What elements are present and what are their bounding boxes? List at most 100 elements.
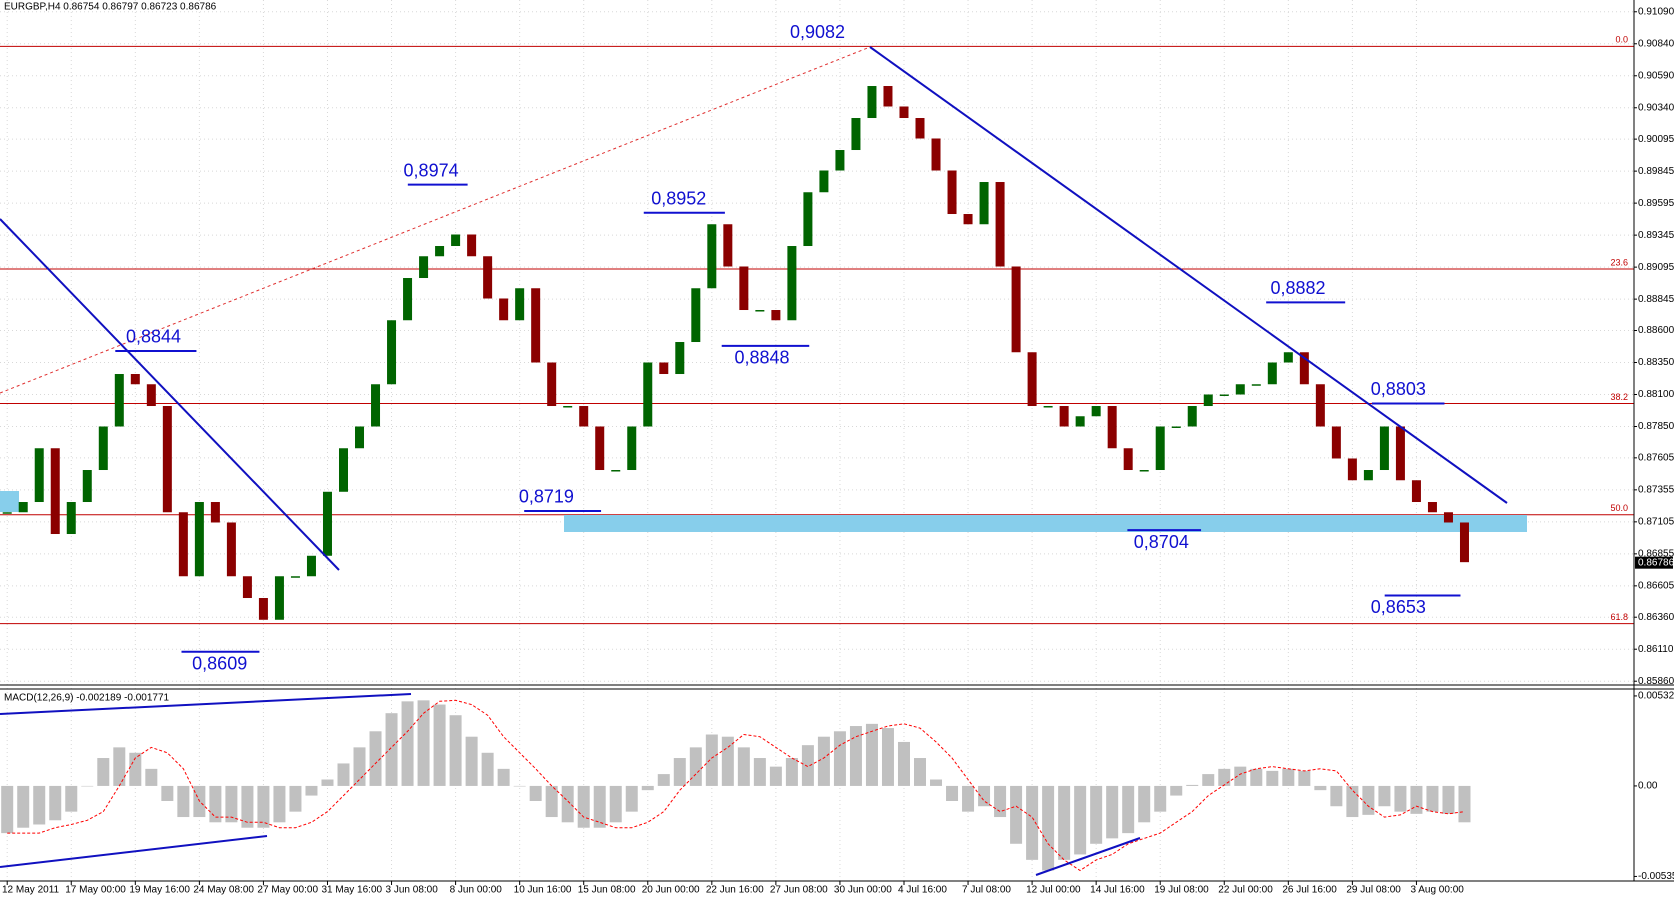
- chart-title: EURGBP,H4 0.86754 0.86797 0.86723 0.8678…: [4, 2, 217, 13]
- price-label: 0,8844: [126, 327, 181, 347]
- candle: [1203, 394, 1213, 407]
- macd-bar: [785, 758, 798, 786]
- candle: [723, 224, 733, 267]
- macd-bar: [97, 758, 110, 786]
- macd-bar: [369, 731, 382, 786]
- macd-bar: [1394, 785, 1407, 812]
- macd-bar: [1250, 768, 1263, 786]
- x-tick-label: 3 Aug 00:00: [1410, 885, 1464, 896]
- candle: [210, 502, 220, 523]
- candle: [194, 502, 204, 577]
- candle: [1027, 352, 1037, 407]
- x-tick-label: 27 Jun 08:00: [770, 885, 828, 896]
- candle: [915, 118, 925, 139]
- candle: [691, 288, 701, 343]
- candle: [114, 374, 124, 427]
- candle: [1427, 502, 1437, 513]
- x-tick-label: 22 Jul 00:00: [1218, 885, 1273, 896]
- macd-bar: [225, 785, 238, 823]
- macd-bar: [1202, 774, 1215, 786]
- y-tick-label: 0.89845: [1638, 166, 1674, 177]
- macd-bar: [209, 785, 222, 823]
- candle: [883, 86, 893, 107]
- candle: [1107, 406, 1117, 449]
- candle: [322, 491, 332, 556]
- candle: [1187, 406, 1197, 427]
- macd-bar: [449, 715, 462, 786]
- candle: [835, 150, 845, 171]
- macd-bar: [257, 785, 270, 828]
- candle: [611, 470, 621, 472]
- macd-bar: [1218, 768, 1231, 786]
- x-tick-label: 24 May 08:00: [193, 885, 254, 896]
- price-label: 0,8882: [1270, 278, 1325, 298]
- macd-bar: [113, 747, 126, 786]
- macd-bar: [561, 785, 574, 823]
- y-tick-label: 0.85860: [1638, 676, 1674, 687]
- macd-bar: [65, 785, 78, 812]
- y-tick-label: 0.90590: [1638, 70, 1674, 81]
- candle: [1315, 384, 1325, 427]
- y-tick-label: 0.88600: [1638, 325, 1674, 336]
- candle: [931, 138, 941, 171]
- candle: [290, 576, 300, 578]
- y-tick-label: 0.87105: [1638, 516, 1674, 527]
- macd-bar: [289, 785, 302, 812]
- y-tick-label: 0.00532: [1638, 691, 1674, 702]
- price-label: 0,8653: [1371, 597, 1426, 617]
- macd-bar: [897, 741, 910, 786]
- macd-bar: [769, 766, 782, 786]
- x-tick-label: 31 May 16:00: [321, 885, 382, 896]
- macd-bar: [689, 747, 702, 786]
- candle: [274, 576, 284, 620]
- macd-bar: [1170, 785, 1183, 796]
- candle: [1267, 362, 1277, 385]
- candle: [467, 234, 477, 257]
- y-tick-label: 0.89595: [1638, 198, 1674, 209]
- candle: [819, 170, 829, 193]
- candle: [483, 256, 493, 299]
- macd-bar: [946, 785, 959, 801]
- macd-bar: [337, 763, 350, 786]
- candle: [1059, 406, 1069, 427]
- divergence-line: [0, 693, 412, 715]
- candle: [739, 266, 749, 311]
- candle: [1091, 406, 1101, 417]
- candle: [803, 192, 813, 247]
- candle: [1395, 426, 1405, 481]
- y-tick-label: 0.88100: [1638, 389, 1674, 400]
- price-label: 0,8974: [404, 160, 459, 180]
- candle: [130, 374, 140, 385]
- macd-bar: [1026, 785, 1039, 860]
- macd-bar: [1346, 785, 1359, 818]
- x-tick-label: 19 May 16:00: [129, 885, 190, 896]
- candle: [403, 278, 413, 321]
- fib-level-label: 0.0: [1615, 35, 1628, 45]
- macd-bar: [737, 747, 750, 786]
- macd-bar: [161, 785, 174, 801]
- macd-bar: [657, 774, 670, 786]
- candle: [50, 448, 60, 535]
- candle: [1043, 406, 1053, 408]
- macd-bar: [1442, 785, 1455, 814]
- candle: [1251, 384, 1261, 386]
- macd-bar: [1058, 785, 1071, 860]
- macd-bar: [1426, 785, 1439, 812]
- candle: [659, 362, 669, 375]
- macd-bar: [817, 736, 830, 786]
- macd-bar: [833, 731, 846, 786]
- macd-bar: [1010, 785, 1023, 844]
- macd-bar: [1234, 766, 1247, 786]
- trendline: [869, 46, 1508, 504]
- candle: [1331, 426, 1341, 459]
- macd-bar: [513, 785, 526, 787]
- y-tick-label: 0.90840: [1638, 38, 1674, 49]
- candle: [66, 502, 76, 535]
- support-zone-left: [0, 491, 19, 512]
- macd-bar: [49, 785, 62, 821]
- divergence-line: [0, 835, 268, 868]
- macd-bar: [978, 785, 991, 807]
- fib-level-label: 23.6: [1610, 257, 1628, 267]
- macd-bar: [33, 785, 46, 825]
- candle: [947, 170, 957, 215]
